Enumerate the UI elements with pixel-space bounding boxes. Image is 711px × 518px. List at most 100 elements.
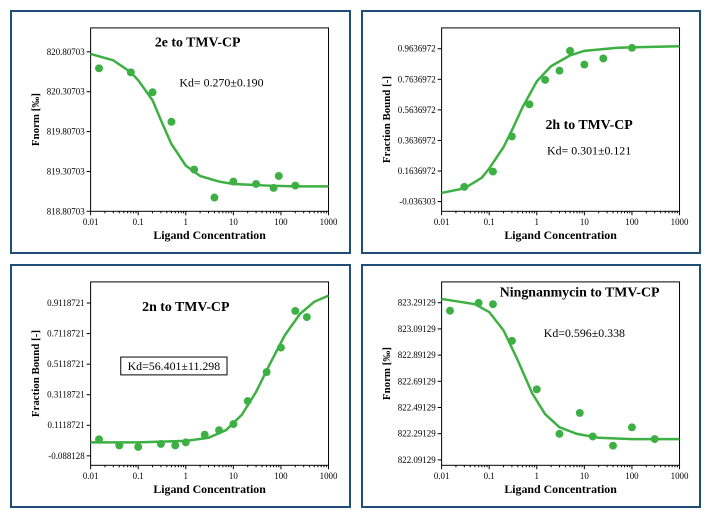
y-axis-label: Fraction Bound [-] bbox=[30, 330, 42, 417]
x-tick-label: 1000 bbox=[671, 471, 689, 481]
data-point bbox=[95, 435, 103, 443]
plot-2h: 0.010.11101001000-0.0363030.16369720.363… bbox=[371, 18, 691, 246]
y-tick-label: 819.30703 bbox=[47, 166, 85, 176]
kd-annotation: Kd= 0.301±0.121 bbox=[547, 143, 631, 157]
data-point bbox=[489, 300, 497, 308]
x-tick-label: 1000 bbox=[320, 217, 338, 227]
panel-2n: 0.010.11101001000-0.0881280.11187210.311… bbox=[10, 264, 351, 508]
y-tick-label: 823.09129 bbox=[398, 324, 436, 334]
y-axis-label: Fraction Bound [-] bbox=[381, 76, 393, 163]
data-point bbox=[609, 442, 617, 450]
y-tick-label: -0.036303 bbox=[399, 197, 436, 207]
x-tick-label: 10 bbox=[580, 217, 589, 227]
data-point bbox=[580, 61, 588, 69]
data-point bbox=[555, 67, 563, 75]
x-tick-label: 100 bbox=[625, 217, 639, 227]
y-tick-label: 0.5636972 bbox=[398, 105, 436, 115]
data-point bbox=[127, 68, 135, 76]
x-tick-label: 10 bbox=[229, 217, 238, 227]
data-point bbox=[628, 44, 636, 52]
data-point bbox=[533, 385, 541, 393]
data-point bbox=[244, 397, 252, 405]
x-tick-label: 1000 bbox=[320, 471, 338, 481]
x-tick-label: 1 bbox=[534, 471, 538, 481]
data-point bbox=[628, 423, 636, 431]
y-tick-label: 819.80703 bbox=[47, 127, 85, 137]
y-tick-label: 0.7118721 bbox=[48, 329, 86, 339]
x-tick-label: 1 bbox=[184, 471, 188, 481]
plot-2e: 0.010.11101001000818.80703819.30703819.8… bbox=[20, 18, 340, 246]
data-point bbox=[460, 183, 468, 191]
data-point bbox=[172, 441, 180, 449]
kd-annotation: Kd=0.596±0.338 bbox=[544, 326, 625, 340]
data-point bbox=[230, 178, 238, 186]
x-tick-label: 0.01 bbox=[434, 217, 450, 227]
y-axis-label: Fnorm [‰] bbox=[381, 347, 393, 400]
x-tick-label: 0.01 bbox=[434, 471, 450, 481]
data-point bbox=[95, 64, 103, 72]
y-tick-label: 0.9118721 bbox=[48, 298, 86, 308]
data-point bbox=[201, 431, 209, 439]
data-point bbox=[489, 168, 497, 176]
data-point bbox=[168, 118, 176, 126]
y-tick-label: 822.29129 bbox=[398, 429, 436, 439]
x-tick-label: 100 bbox=[625, 471, 639, 481]
data-point bbox=[116, 441, 124, 449]
panel-ningnanmycin: 0.010.11101001000822.09129822.29129822.4… bbox=[361, 264, 702, 508]
panel-2h: 0.010.11101001000-0.0363030.16369720.363… bbox=[361, 10, 702, 254]
x-tick-label: 0.1 bbox=[133, 217, 144, 227]
y-tick-label: 822.09129 bbox=[398, 455, 436, 465]
data-point bbox=[157, 440, 165, 448]
x-axis-label: Ligand Concentration bbox=[154, 228, 267, 242]
data-point bbox=[475, 299, 483, 307]
data-point bbox=[651, 435, 659, 443]
data-point bbox=[508, 132, 516, 140]
data-point bbox=[263, 368, 271, 376]
data-point bbox=[270, 184, 278, 192]
chart-title: 2h to TMV-CP bbox=[545, 118, 633, 133]
kd-annotation: Kd=56.401±11.298 bbox=[128, 359, 221, 373]
data-point bbox=[576, 409, 584, 417]
plot-ningnanmycin: 0.010.11101001000822.09129822.29129822.4… bbox=[371, 272, 691, 500]
y-tick-label: 0.7636972 bbox=[398, 74, 436, 84]
y-tick-label: 0.5118721 bbox=[48, 359, 86, 369]
x-axis-label: Ligand Concentration bbox=[504, 228, 617, 242]
y-tick-label: 823.29129 bbox=[398, 298, 436, 308]
fit-curve bbox=[442, 299, 680, 439]
data-point bbox=[275, 172, 283, 180]
data-point bbox=[292, 182, 300, 190]
data-point bbox=[303, 313, 311, 321]
x-tick-label: 0.1 bbox=[484, 217, 495, 227]
x-tick-label: 0.1 bbox=[133, 471, 144, 481]
data-point bbox=[215, 426, 223, 434]
y-tick-label: 0.9636972 bbox=[398, 44, 436, 54]
x-tick-label: 0.1 bbox=[484, 471, 495, 481]
y-tick-label: 822.89129 bbox=[398, 350, 436, 360]
x-tick-label: 0.01 bbox=[83, 471, 99, 481]
data-point bbox=[555, 430, 563, 438]
x-tick-label: 1 bbox=[184, 217, 188, 227]
y-tick-label: 0.1118721 bbox=[48, 420, 85, 430]
data-point bbox=[599, 55, 607, 63]
data-point bbox=[541, 76, 549, 84]
y-tick-label: 822.69129 bbox=[398, 376, 436, 386]
data-point bbox=[149, 88, 157, 96]
chart-title: 2e to TMV-CP bbox=[155, 35, 241, 50]
x-tick-label: 0.01 bbox=[83, 217, 99, 227]
x-axis-label: Ligand Concentration bbox=[504, 482, 617, 496]
y-tick-label: 820.80703 bbox=[47, 47, 85, 57]
x-tick-label: 10 bbox=[580, 471, 589, 481]
plot-2n: 0.010.11101001000-0.0881280.11187210.311… bbox=[20, 272, 340, 500]
data-point bbox=[182, 438, 190, 446]
panel-2e: 0.010.11101001000818.80703819.30703819.8… bbox=[10, 10, 351, 254]
data-point bbox=[277, 344, 285, 352]
data-point bbox=[292, 307, 300, 315]
data-point bbox=[135, 443, 143, 451]
x-axis-label: Ligand Concentration bbox=[154, 482, 267, 496]
data-point bbox=[191, 166, 199, 174]
data-point bbox=[589, 433, 597, 441]
y-tick-label: 820.30703 bbox=[47, 87, 85, 97]
chart-title: 2n to TMV-CP bbox=[143, 300, 231, 315]
y-tick-label: 0.3636972 bbox=[398, 135, 436, 145]
fit-curve bbox=[91, 54, 329, 186]
